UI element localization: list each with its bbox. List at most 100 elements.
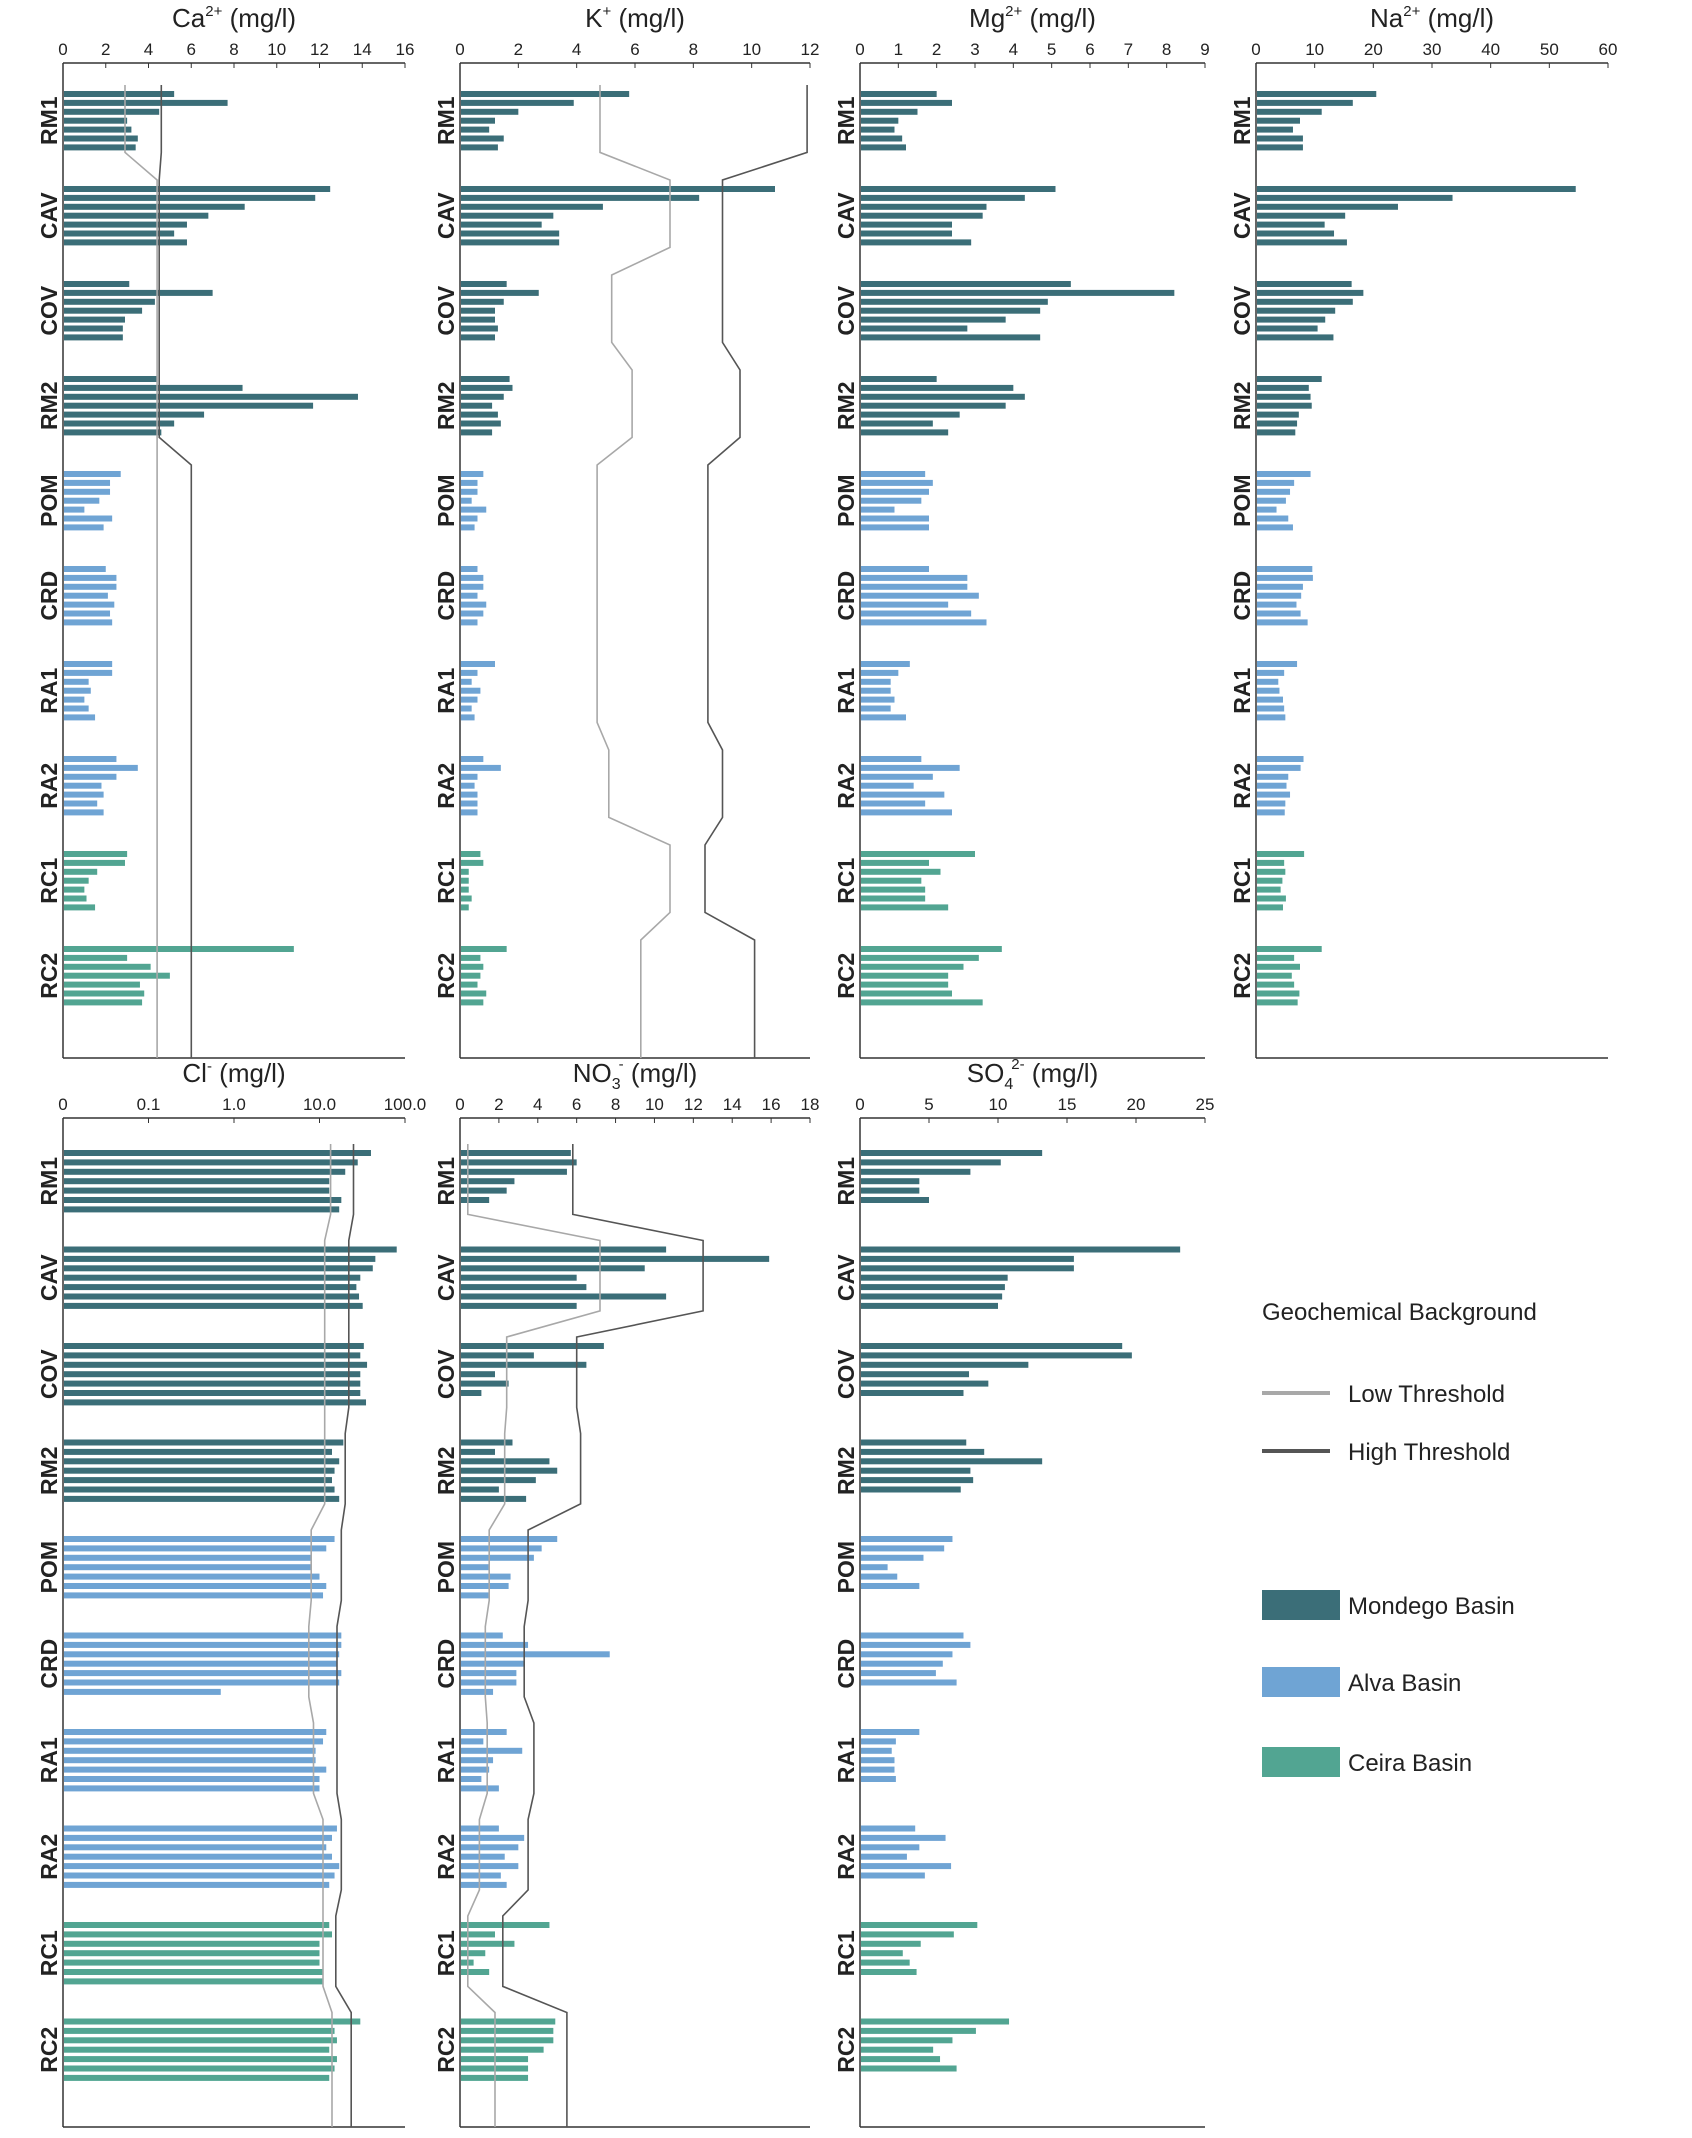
bar-rm2 xyxy=(461,1495,527,1502)
site-label-crd: CRD xyxy=(36,571,62,621)
bar-crd xyxy=(861,592,979,599)
bar-pom xyxy=(461,1573,511,1580)
bar-rc2 xyxy=(861,981,949,988)
site-label-pom: POM xyxy=(833,1541,859,1593)
x-tick-label: 8 xyxy=(1162,40,1171,59)
bar-cov xyxy=(461,1343,604,1349)
bar-rm2 xyxy=(461,420,501,427)
site-label-crd: CRD xyxy=(833,571,859,621)
bar-pom xyxy=(861,524,929,531)
bar-rm1 xyxy=(1257,91,1377,97)
panel-title-mg: Mg2+ (mg/l) xyxy=(969,3,1096,33)
bar-rm2 xyxy=(861,420,933,427)
bar-ra1 xyxy=(461,661,495,667)
legend-alva-label: Alva Basin xyxy=(1348,1670,1461,1697)
x-tick-label: 20 xyxy=(1127,1095,1146,1114)
bar-crd xyxy=(461,1651,610,1658)
bar-ra1 xyxy=(1257,696,1283,703)
bar-cav xyxy=(861,221,952,228)
bar-pom xyxy=(64,497,100,504)
bar-rm2 xyxy=(861,376,937,382)
bar-rc2 xyxy=(461,2037,554,2044)
site-label-pom: POM xyxy=(833,475,859,527)
x-tick-label: 40 xyxy=(1481,40,1500,59)
bar-ra2 xyxy=(461,1844,519,1851)
bar-crd xyxy=(861,566,929,572)
bar-rc2 xyxy=(861,2037,953,2044)
bar-cav xyxy=(1257,230,1335,237)
bar-rm2 xyxy=(461,384,513,391)
x-tick-label: 10 xyxy=(267,40,286,59)
x-tick-label: 6 xyxy=(187,40,196,59)
bar-crd xyxy=(1257,574,1313,581)
bar-ra2 xyxy=(1257,800,1286,807)
bar-rc1 xyxy=(861,1950,903,1957)
bar-pom xyxy=(861,1554,924,1561)
bar-rc2 xyxy=(861,999,983,1006)
bar-pom xyxy=(1257,488,1291,495)
panel-title-unit: (mg/l) xyxy=(222,3,296,33)
bar-ra2 xyxy=(64,791,104,798)
bar-ra1 xyxy=(64,687,91,694)
bar-pom xyxy=(861,479,933,486)
site-label-ra1: RA1 xyxy=(36,667,62,713)
site-label-rc2: RC2 xyxy=(36,2027,62,2073)
site-label-ra1: RA1 xyxy=(833,667,859,713)
bar-rc2 xyxy=(861,2027,976,2034)
site-label-pom: POM xyxy=(1229,475,1255,527)
x-tick-label: 0 xyxy=(455,1095,464,1114)
bar-cav xyxy=(861,212,983,219)
bar-rc1 xyxy=(64,1978,324,1985)
legend-high-threshold-label: High Threshold xyxy=(1348,1439,1510,1466)
site-label-rm1: RM1 xyxy=(36,1157,62,1206)
bar-rm2 xyxy=(64,1486,335,1493)
x-tick-label: 5 xyxy=(924,1095,933,1114)
bar-rc1 xyxy=(1257,886,1281,893)
site-label-cav: CAV xyxy=(833,1254,859,1302)
bar-crd xyxy=(861,610,972,617)
bar-rm2 xyxy=(64,402,314,409)
bar-pom xyxy=(461,1545,542,1552)
bar-rc2 xyxy=(861,954,979,961)
bar-ra1 xyxy=(64,1757,316,1764)
bar-pom xyxy=(64,1536,335,1542)
bar-pom xyxy=(64,1545,327,1552)
high-threshold-line xyxy=(334,1144,355,2127)
bar-cav xyxy=(461,221,542,228)
panel-title-unit: (mg/l) xyxy=(624,1058,698,1088)
bar-ra1 xyxy=(461,1738,484,1745)
panel-title-main: NO xyxy=(573,1058,612,1088)
bar-rc2 xyxy=(64,972,170,979)
site-label-ra2: RA2 xyxy=(833,763,859,809)
bar-ra2 xyxy=(861,800,926,807)
bar-ra2 xyxy=(861,809,952,816)
bar-ra2 xyxy=(64,1872,335,1879)
x-tick-label: 1 xyxy=(894,40,903,59)
x-tick-label: 50 xyxy=(1540,40,1559,59)
bar-rc2 xyxy=(861,963,964,970)
bar-rc2 xyxy=(64,963,151,970)
site-label-pom: POM xyxy=(36,475,62,527)
site-label-ra1: RA1 xyxy=(833,1737,859,1783)
bar-ra1 xyxy=(64,696,85,703)
bar-cav xyxy=(461,1246,667,1253)
bar-rm2 xyxy=(64,1448,332,1455)
bar-rc2 xyxy=(861,2065,957,2072)
panel-cl: Cl- (mg/l) 0 0.1 1.0 10.0 100.0 RM1 CAV COV RM2 PO… xyxy=(36,1058,426,2128)
bar-pom xyxy=(461,1536,558,1542)
bar-rm1 xyxy=(64,117,128,124)
site-label-rm2: RM2 xyxy=(833,381,859,430)
bar-rm1 xyxy=(461,91,630,97)
site-label-crd: CRD xyxy=(833,1639,859,1689)
bar-rc1 xyxy=(861,1922,978,1928)
bar-crd xyxy=(861,1679,957,1686)
legend-ceira-label: Ceira Basin xyxy=(1348,1750,1472,1777)
bar-cav xyxy=(461,230,560,237)
bar-crd xyxy=(461,1670,517,1677)
bar-cov xyxy=(861,334,1041,341)
bar-rm1 xyxy=(64,1168,346,1175)
x-tick-label: 12 xyxy=(801,40,820,59)
bar-cov xyxy=(461,1361,587,1368)
bar-rc2 xyxy=(461,2018,556,2025)
bar-rc1 xyxy=(461,904,469,911)
